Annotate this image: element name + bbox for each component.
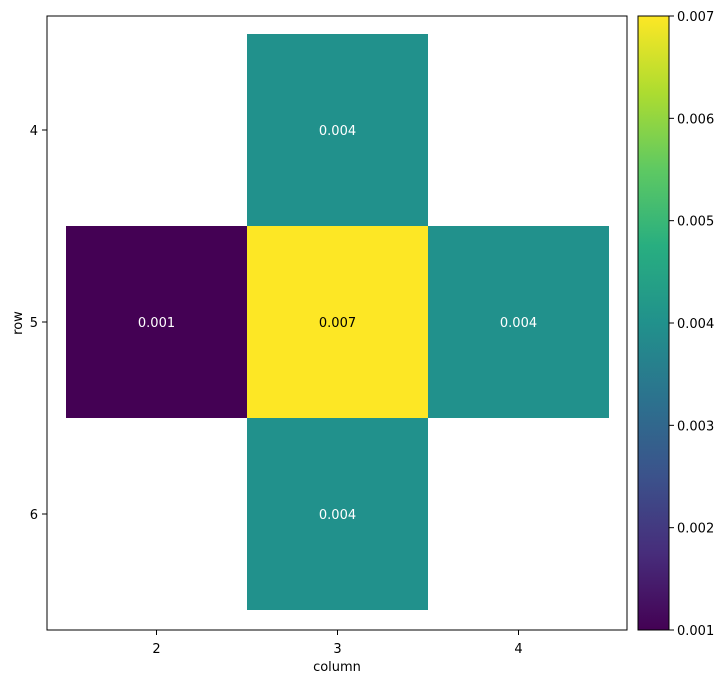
x-axis-ticks: 2 3 4 <box>152 630 523 657</box>
y-axis-ticks: 4 5 6 <box>30 124 47 523</box>
colorbar-tick-label: 0.007 <box>677 10 714 25</box>
colorbar-tick-label: 0.006 <box>677 112 714 127</box>
heatmap-cell <box>247 34 428 226</box>
y-axis-label: row <box>11 311 26 335</box>
heatmap-cell <box>247 226 428 418</box>
colorbar-ticks: 0.001 0.002 0.003 0.004 0.005 0.006 0.007 <box>669 10 714 639</box>
y-tick-label: 5 <box>30 316 38 331</box>
cell-value-label: 0.001 <box>138 316 175 331</box>
cell-value-label: 0.004 <box>500 316 537 331</box>
colorbar-tick-label: 0.002 <box>677 522 714 537</box>
x-tick-label: 2 <box>152 642 160 657</box>
heatmap-cell <box>66 226 247 418</box>
y-tick-label: 6 <box>30 508 38 523</box>
heatmap-cell-labels: 0.004 0.001 0.007 0.004 0.004 <box>138 124 537 523</box>
heatmap-cell <box>428 226 609 418</box>
colorbar-tick-label: 0.003 <box>677 419 714 434</box>
colorbar <box>637 15 670 631</box>
cell-value-label: 0.004 <box>319 508 356 523</box>
x-tick-label: 4 <box>514 642 522 657</box>
y-tick-label: 4 <box>30 124 38 139</box>
colorbar-tick-label: 0.005 <box>677 215 714 230</box>
heatmap-cells <box>66 34 609 610</box>
colorbar-tick-label: 0.004 <box>677 317 714 332</box>
x-tick-label: 3 <box>333 642 341 657</box>
heatmap-cell <box>247 418 428 610</box>
x-axis-label: column <box>313 660 361 675</box>
cell-value-label: 0.007 <box>319 316 356 331</box>
colorbar-tick-label: 0.001 <box>677 624 714 639</box>
cell-value-label: 0.004 <box>319 124 356 139</box>
